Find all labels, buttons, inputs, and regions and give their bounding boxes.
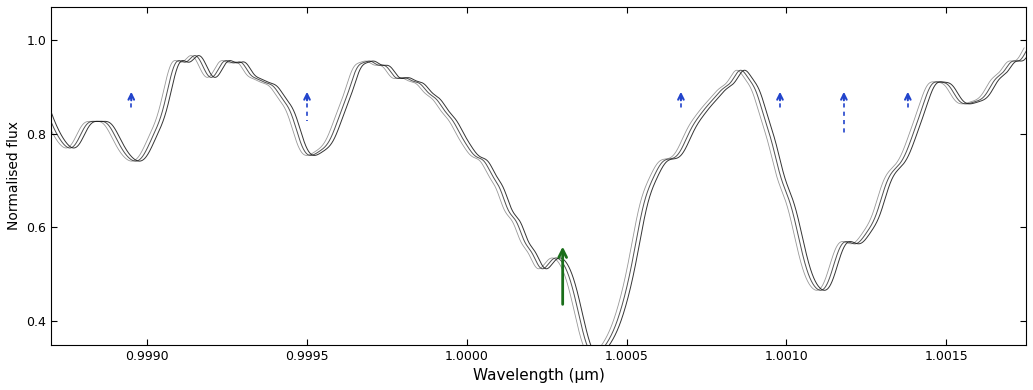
X-axis label: Wavelength (μm): Wavelength (μm) xyxy=(473,368,604,383)
Y-axis label: Normalised flux: Normalised flux xyxy=(7,121,21,230)
